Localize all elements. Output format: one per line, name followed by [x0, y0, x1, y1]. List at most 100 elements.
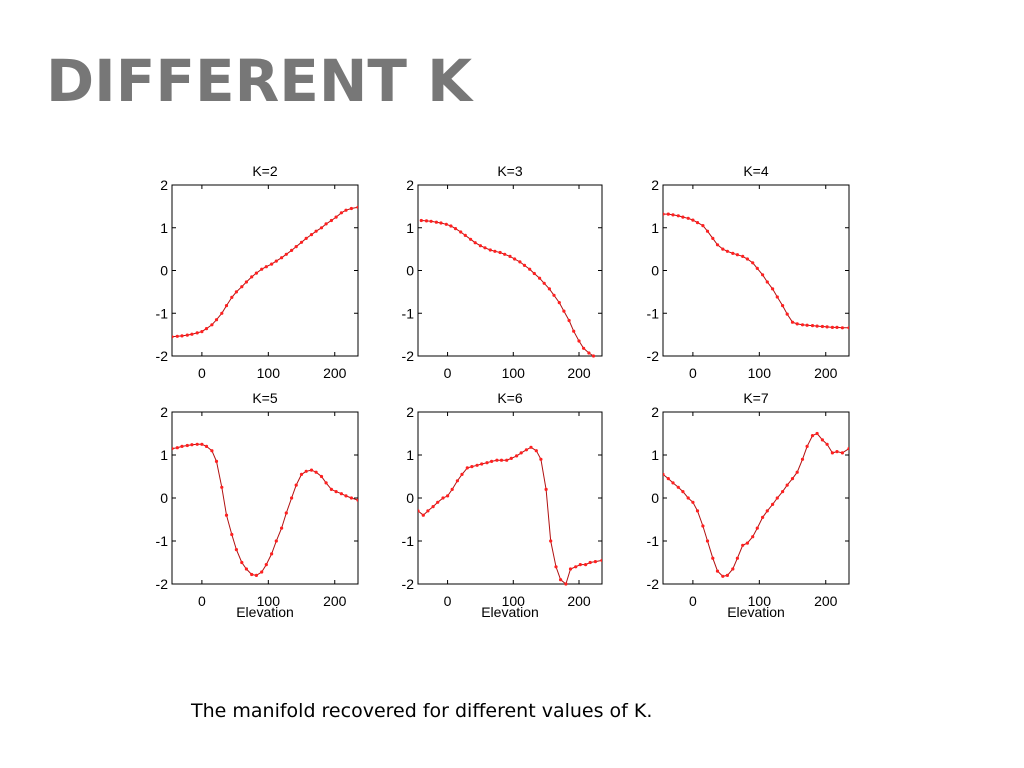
data-point	[349, 496, 353, 500]
y-tick-label: -2	[156, 348, 169, 364]
data-point	[421, 513, 425, 517]
data-point	[524, 448, 529, 452]
data-point	[280, 526, 284, 530]
y-tick-label: -1	[402, 533, 415, 549]
subplot-3: K=4 -2 -1 0 1 2 0 100 200	[647, 163, 850, 381]
data-point	[314, 470, 318, 474]
data-point	[765, 280, 769, 284]
data-point	[691, 218, 695, 222]
data-point	[329, 487, 333, 491]
y-tick-label: 1	[160, 447, 168, 463]
axes-frame	[171, 184, 359, 357]
data-point	[319, 474, 324, 479]
data-point	[805, 323, 809, 327]
subplot-title: K=2	[252, 163, 278, 179]
data-point	[485, 461, 489, 465]
data-point	[224, 513, 229, 517]
data-point	[835, 450, 839, 454]
data-point	[204, 327, 209, 331]
data-point	[725, 573, 730, 578]
data-point	[210, 449, 214, 453]
data-point	[515, 454, 519, 458]
y-tick-label: 0	[651, 263, 659, 279]
y-tick-label: 2	[406, 177, 414, 193]
data-point	[264, 563, 268, 567]
data-point	[705, 539, 710, 543]
data-point	[686, 216, 690, 220]
data-point	[240, 285, 244, 289]
data-point	[190, 332, 194, 336]
subplot-title: K=7	[743, 390, 769, 406]
data-point	[488, 248, 492, 252]
data-point	[441, 496, 445, 500]
data-point	[721, 247, 725, 251]
data-point	[830, 451, 835, 455]
data-point	[800, 457, 805, 461]
data-point	[810, 434, 815, 438]
data-point	[334, 215, 338, 219]
data-point	[195, 442, 199, 446]
data-point	[424, 219, 429, 223]
subplot-5: K=6 -2 -1 0 1 2 0 100 200 Elevation	[402, 390, 603, 620]
data-point	[356, 498, 358, 502]
y-tick-label: -2	[402, 348, 415, 364]
data-point	[761, 515, 765, 520]
data-point	[686, 496, 690, 500]
axes-frame	[417, 411, 603, 585]
data-point	[426, 509, 430, 513]
data-point	[695, 509, 700, 513]
y-tick-label: -1	[156, 533, 169, 549]
subplot-title: K=5	[252, 390, 278, 406]
data-point	[825, 442, 829, 446]
data-point	[453, 227, 458, 231]
x-tick-label: 200	[814, 365, 838, 381]
data-point	[790, 477, 795, 481]
y-tick-label: -2	[156, 576, 169, 592]
data-point	[499, 458, 504, 462]
data-point	[676, 485, 680, 489]
y-tick-label: 1	[651, 447, 659, 463]
data-point	[574, 565, 578, 569]
data-point	[299, 240, 304, 244]
data-point	[830, 325, 835, 329]
series-group	[419, 218, 596, 358]
data-point	[260, 570, 264, 574]
data-point	[431, 505, 435, 509]
data-point	[344, 208, 348, 212]
data-point	[562, 309, 566, 313]
data-point	[463, 233, 467, 237]
data-point	[666, 477, 670, 481]
data-point	[810, 324, 815, 328]
data-point	[790, 320, 795, 324]
data-point	[503, 252, 507, 256]
x-tick-label: 0	[444, 593, 452, 609]
data-point	[549, 539, 553, 543]
data-point	[771, 287, 775, 291]
data-point	[588, 560, 592, 565]
x-tick-label: 100	[257, 593, 281, 609]
data-point	[304, 469, 308, 473]
data-point	[513, 257, 517, 261]
data-point	[324, 222, 328, 226]
data-point	[518, 260, 522, 264]
x-tick-label: 200	[814, 593, 838, 609]
data-point	[681, 215, 685, 219]
data-point	[172, 447, 174, 451]
data-point	[459, 230, 463, 234]
data-point	[419, 218, 423, 223]
data-point	[304, 236, 308, 240]
subplot-title: K=3	[497, 163, 523, 179]
data-point	[721, 574, 725, 578]
y-tick-label: -2	[647, 348, 660, 364]
x-tick-label: 200	[323, 365, 347, 381]
data-point	[475, 463, 479, 467]
data-point	[584, 563, 588, 567]
data-point	[731, 567, 735, 571]
data-point	[254, 271, 258, 275]
data-point	[195, 331, 199, 335]
data-point	[582, 346, 586, 350]
data-point	[840, 451, 845, 455]
y-tick-label: 0	[406, 490, 414, 506]
data-point	[274, 539, 278, 543]
data-point	[577, 339, 581, 343]
